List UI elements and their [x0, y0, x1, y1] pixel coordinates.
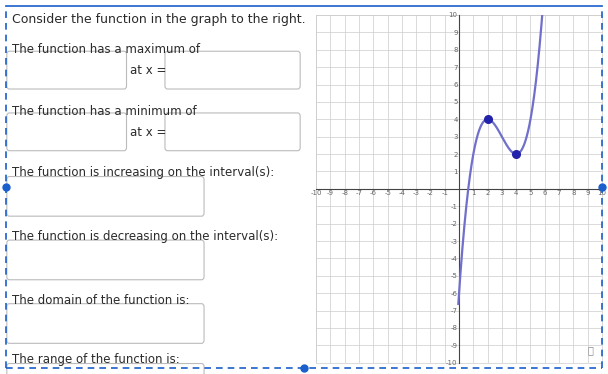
Text: The function has a maximum of: The function has a maximum of	[12, 43, 201, 56]
Text: Consider the function in the graph to the right.: Consider the function in the graph to th…	[12, 13, 306, 26]
FancyBboxPatch shape	[7, 240, 204, 280]
Text: The function is increasing on the interval(s):: The function is increasing on the interv…	[12, 166, 275, 180]
Text: 🔍: 🔍	[587, 346, 593, 356]
FancyBboxPatch shape	[7, 304, 204, 343]
Text: at x =: at x =	[130, 126, 167, 138]
Text: The range of the function is:: The range of the function is:	[12, 353, 180, 367]
FancyBboxPatch shape	[165, 113, 300, 151]
FancyBboxPatch shape	[165, 51, 300, 89]
Text: The function is decreasing on the interval(s):: The function is decreasing on the interv…	[12, 230, 278, 243]
FancyBboxPatch shape	[7, 364, 204, 374]
Text: The domain of the function is:: The domain of the function is:	[12, 294, 190, 307]
FancyBboxPatch shape	[7, 51, 126, 89]
Text: at x =: at x =	[130, 64, 167, 77]
FancyBboxPatch shape	[7, 177, 204, 216]
Text: The function has a minimum of: The function has a minimum of	[12, 105, 197, 118]
FancyBboxPatch shape	[7, 113, 126, 151]
